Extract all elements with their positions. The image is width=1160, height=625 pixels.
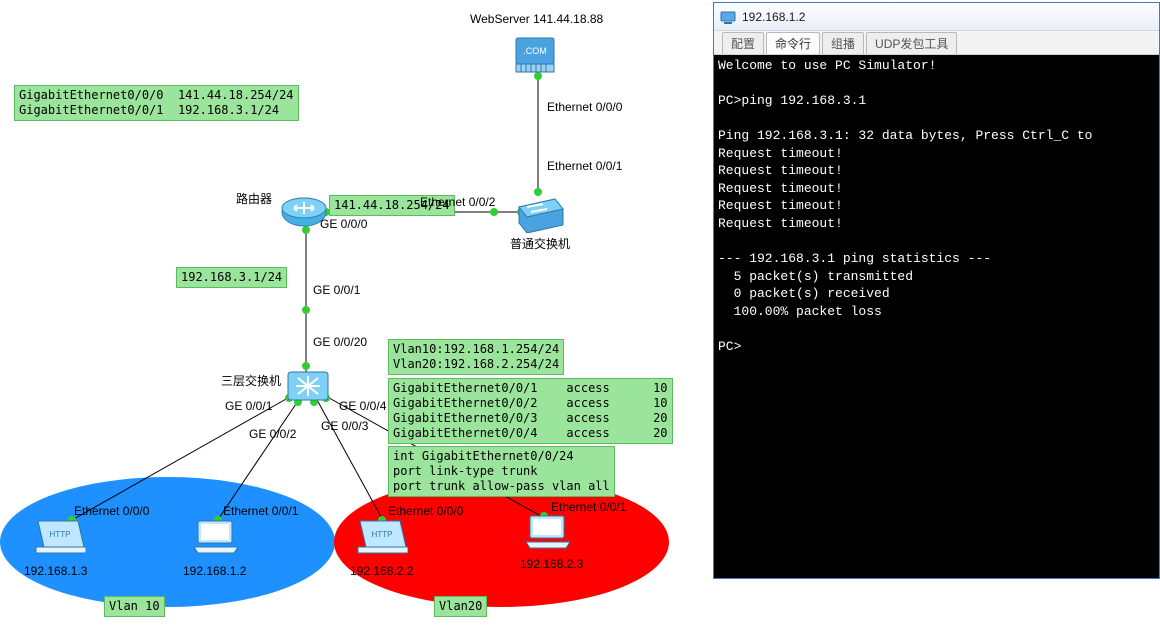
tab-config[interactable]: 配置 [722,32,764,54]
console-window: 192.168.1.2 配置 命令行 组播 UDP发包工具 Welcome to… [713,2,1160,579]
pc4-port: Ethernet 0/0/1 [551,500,626,514]
svg-text:HTTP: HTTP [372,530,393,539]
link-l3-p3: GE 0/0/3 [321,419,368,433]
link-l3-p1: GE 0/0/1 [225,399,272,413]
tabbar: 配置 命令行 组播 UDP发包工具 [714,31,1159,55]
router-cfg-box: GigabitEthernet0/0/0 141.44.18.254/24 Gi… [14,85,299,121]
svg-text:HTTP: HTTP [50,530,71,539]
l3switch-label: 三层交换机 [221,372,281,389]
link-l3-up: GE 0/0/20 [313,335,367,349]
webserver-label: WebServer 141.44.18.88 [470,12,603,26]
topology-canvas: .COM [0,0,720,625]
tab-mcast[interactable]: 组播 [822,32,864,54]
tab-udp[interactable]: UDP发包工具 [866,32,957,54]
tab-cmdline[interactable]: 命令行 [766,32,820,54]
terminal-output[interactable]: Welcome to use PC Simulator! PC>ping 192… [714,55,1159,578]
pc2-ip: 192.168.1.2 [183,564,246,578]
link-sw-ws: Ethernet 0/0/1 [547,159,622,173]
pc1-ip: 192.168.1.3 [24,564,87,578]
router-label: 路由器 [236,190,272,207]
pc3-port: Ethernet 0/0/0 [388,504,463,518]
link-ws-sw: Ethernet 0/0/0 [547,100,622,114]
window-title: 192.168.1.2 [742,10,805,24]
vlanif-cfg-box: Vlan10:192.168.1.254/24 Vlan20:192.168.2… [388,339,564,375]
access-cfg-box: GigabitEthernet0/0/1 access 10 GigabitEt… [388,378,673,444]
router-lan-addr-box: 192.168.3.1/24 [176,267,287,288]
vlan20-tag: Vlan20 [434,596,487,617]
pc1-port: Ethernet 0/0/0 [74,504,149,518]
pc2-port: Ethernet 0/0/1 [223,504,298,518]
l2switch-label: 普通交换机 [510,235,570,252]
link-rt-ge1: GE 0/0/1 [313,283,360,297]
trunk-cfg-box: int GigabitEthernet0/0/24 port link-type… [388,446,615,497]
link-l3-p4: GE 0/0/4 [339,399,386,413]
pc3-ip: 192.168.2.2 [350,564,413,578]
link-l3-p2: GE 0/0/2 [249,427,296,441]
link-rt-sw: Ethernet 0/0/2 [420,195,495,209]
link-rt-ge0: GE 0/0/0 [320,217,367,231]
vlan10-tag: Vlan 10 [104,596,165,617]
pc4-ip: 192.168.2.3 [520,557,583,571]
app-icon [720,9,736,25]
titlebar[interactable]: 192.168.1.2 [714,3,1159,31]
svg-text:.COM: .COM [523,46,547,56]
